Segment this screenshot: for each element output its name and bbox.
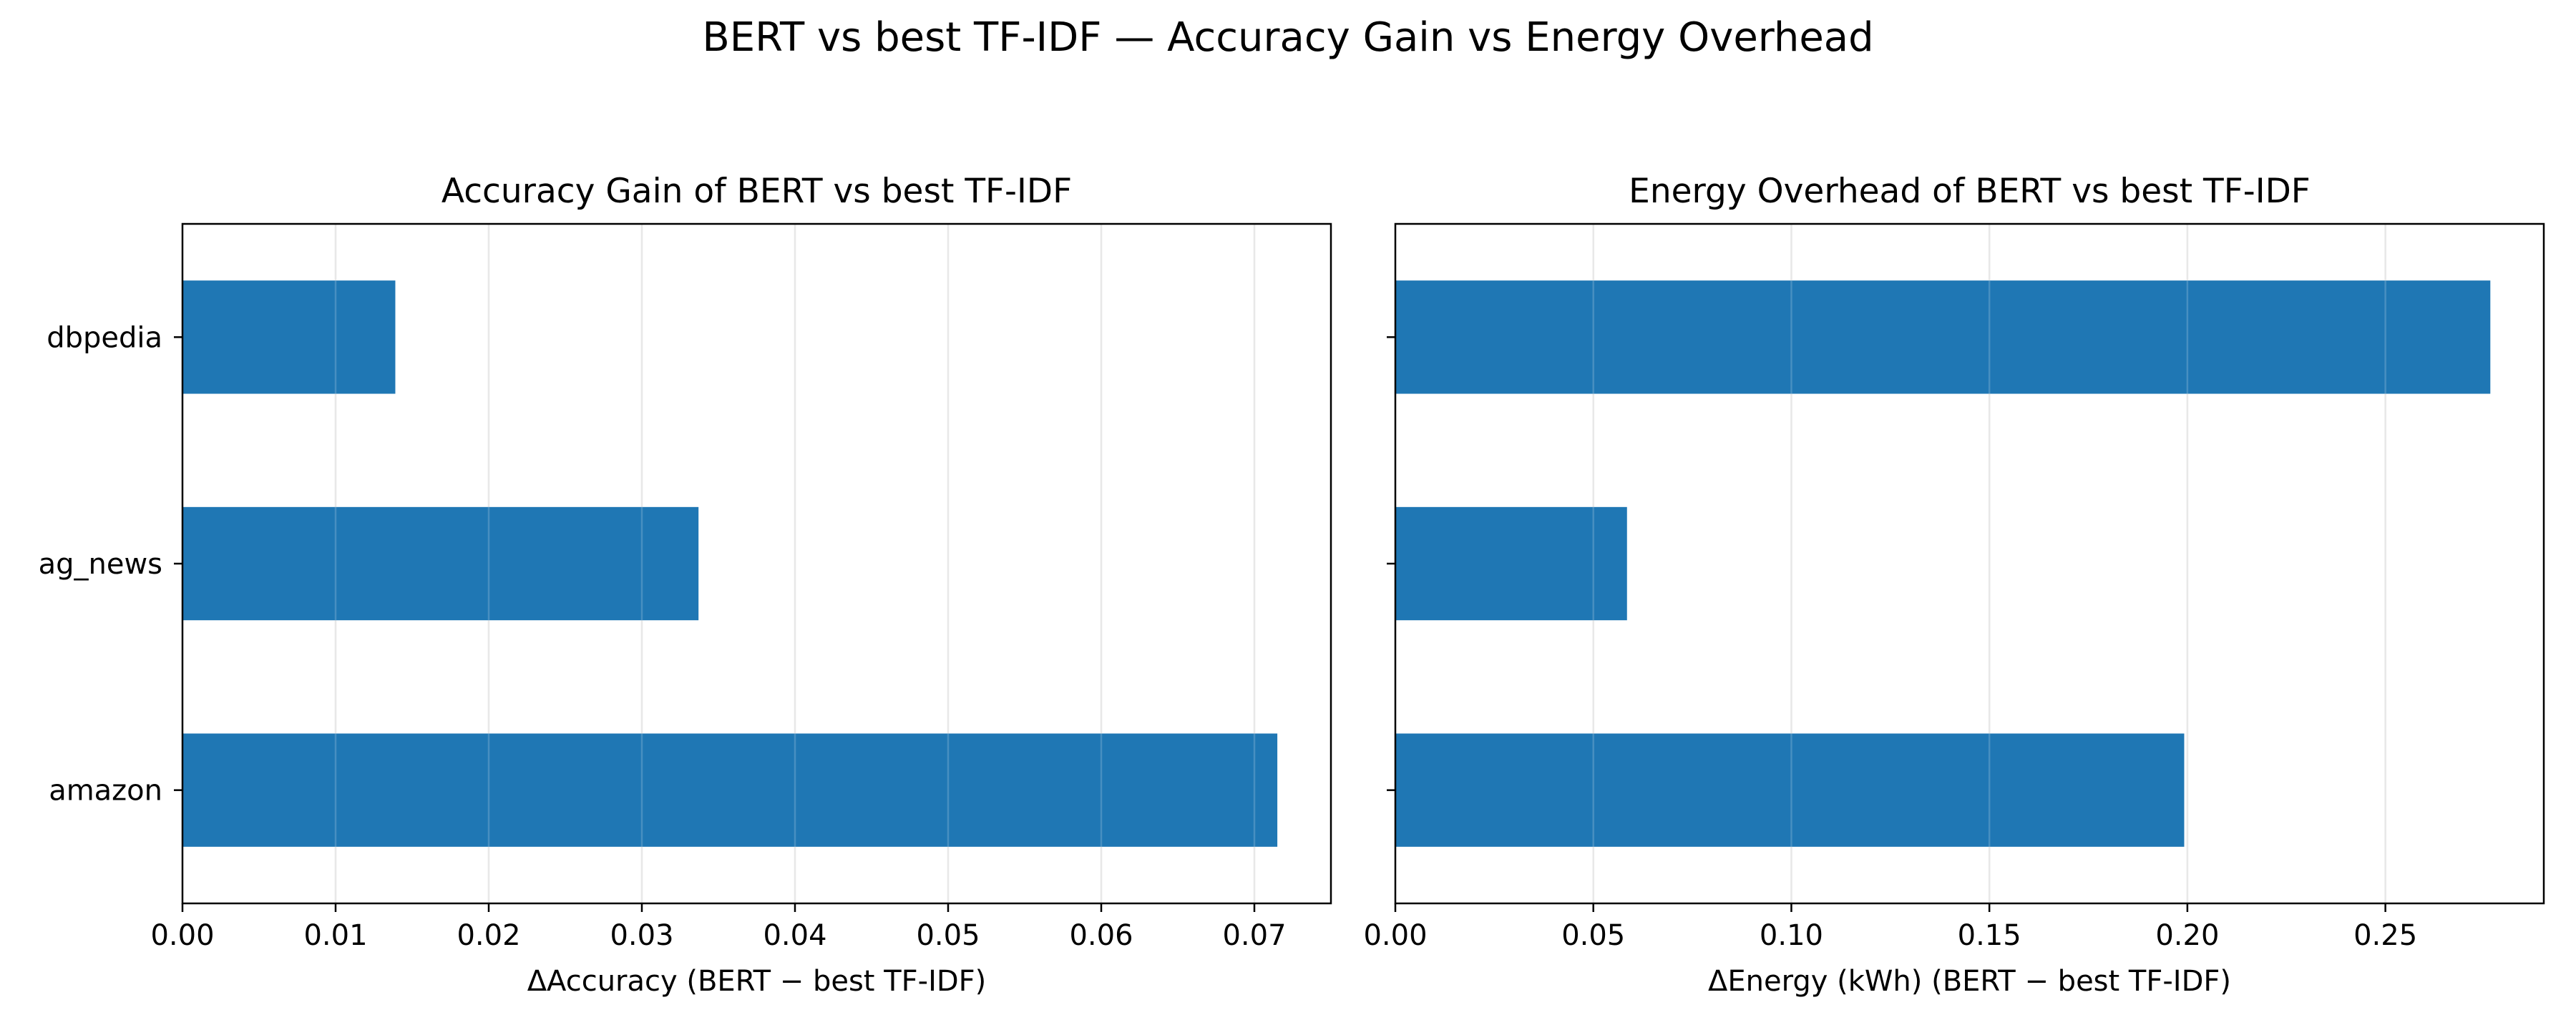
x-tick-label: 0.03 (610, 919, 673, 952)
figure-title: BERT vs best TF-IDF — Accuracy Gain vs E… (702, 14, 1873, 61)
accuracy-gain-panel: 0.00 0.01 0.02 0.03 0.04 0.05 0.06 0.07 dbpedia a… (39, 172, 1332, 998)
axes-title: Accuracy Gain of BERT vs best TF-IDF (441, 172, 1072, 211)
x-tick-label: 0.05 (1561, 919, 1625, 952)
x-axis-label: ΔAccuracy (BERT − best TF-IDF) (527, 965, 987, 998)
x-tick-label: 0.10 (1760, 919, 1823, 952)
energy-overhead-panel: 0.00 0.05 0.10 0.15 0.20 0.25 Energy Overhead … (1363, 172, 2545, 998)
x-tick-label: 0.20 (2155, 919, 2219, 952)
bar-amazon (182, 733, 1278, 847)
bar-ag_news (1395, 506, 1627, 621)
x-tick-label: 0.04 (763, 919, 826, 952)
bar-ag_news (182, 506, 699, 621)
x-tick-label: 0.06 (1069, 919, 1133, 952)
x-tick-label: 0.07 (1222, 919, 1286, 952)
bar-amazon (1395, 733, 2185, 847)
x-tick-label: 0.02 (457, 919, 520, 952)
x-tick-label: 0.00 (150, 919, 214, 952)
x-tick-label: 0.15 (1958, 919, 2021, 952)
x-tick-label: 0.00 (1363, 919, 1427, 952)
y-tick-label: amazon (49, 775, 162, 808)
bar-dbpedia (182, 280, 396, 394)
bar-dbpedia (1395, 280, 2491, 394)
x-tick-label: 0.25 (2353, 919, 2417, 952)
y-tick-label: ag_news (39, 548, 162, 581)
x-axis-label: ΔEnergy (kWh) (BERT − best TF-IDF) (1708, 965, 2231, 998)
axes-title: Energy Overhead of BERT vs best TF-IDF (1629, 172, 2311, 211)
x-tick-label: 0.05 (916, 919, 980, 952)
y-tick-label: dbpedia (47, 321, 162, 354)
x-tick-label: 0.01 (303, 919, 367, 952)
